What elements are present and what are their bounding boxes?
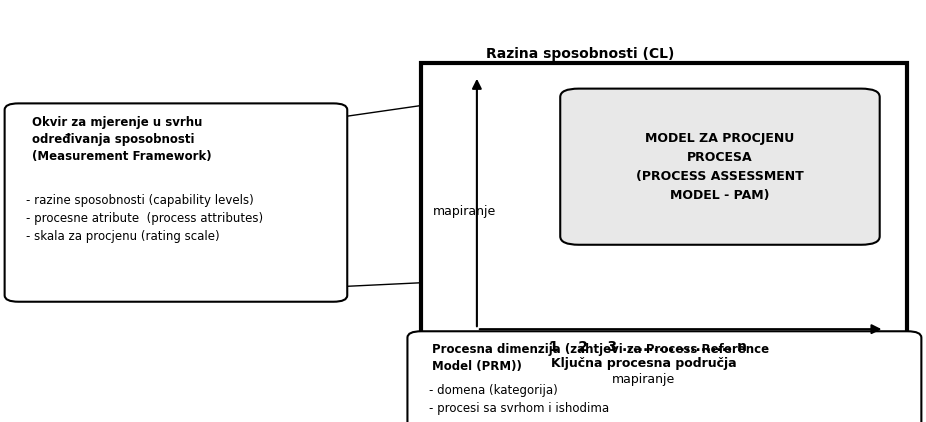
FancyBboxPatch shape xyxy=(407,331,921,422)
Text: mapiranje: mapiranje xyxy=(612,373,675,386)
Text: - razine sposobnosti (capability levels)
- procesne atribute  (process attribute: - razine sposobnosti (capability levels)… xyxy=(26,194,263,243)
FancyBboxPatch shape xyxy=(5,103,347,302)
Text: Okvir za mjerenje u svrhu
određivanja sposobnosti
(Measurement Framework): Okvir za mjerenje u svrhu određivanja sp… xyxy=(32,116,212,163)
Text: - domena (kategorija)
- procesi sa svrhom i ishodima: - domena (kategorija) - procesi sa svrho… xyxy=(429,384,609,415)
Text: 1    2    3 ..................... n: 1 2 3 ..................... n xyxy=(549,340,747,354)
Text: MODEL ZA PROCJENU
PROCESA
(PROCESS ASSESSMENT
MODEL - PAM): MODEL ZA PROCJENU PROCESA (PROCESS ASSES… xyxy=(636,132,804,202)
Text: mapiranje: mapiranje xyxy=(433,205,496,217)
FancyBboxPatch shape xyxy=(421,63,907,367)
FancyBboxPatch shape xyxy=(560,89,880,245)
Text: Procesna dimenzija (zahtjevi za Process Reference
Model (PRM)): Procesna dimenzija (zahtjevi za Process … xyxy=(432,343,770,373)
Text: Razina sposobnosti (CL): Razina sposobnosti (CL) xyxy=(486,47,674,61)
Text: Ključna procesna područja: Ključna procesna područja xyxy=(551,357,736,370)
